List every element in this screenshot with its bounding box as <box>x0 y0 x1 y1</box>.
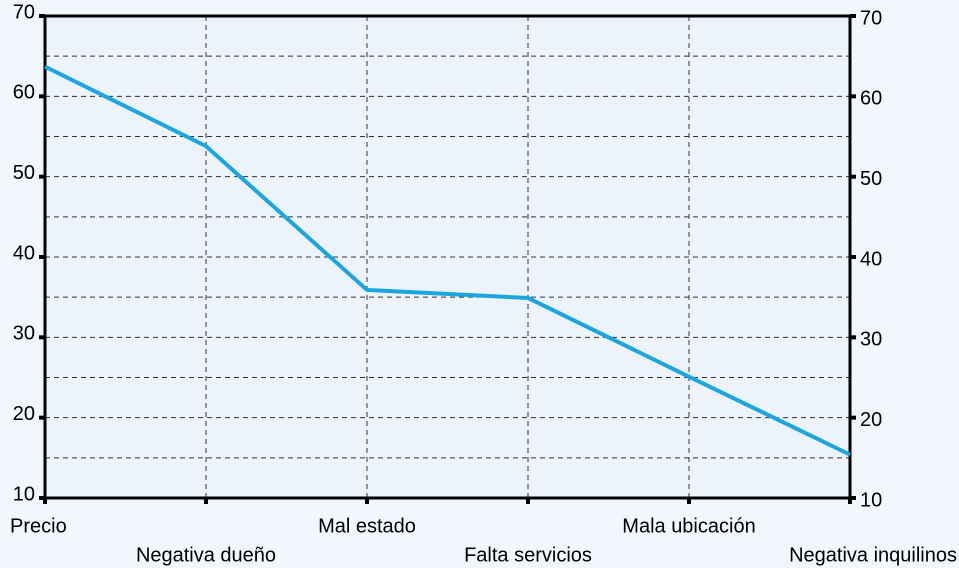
x-tick-label: Negativa inquilinos <box>789 544 957 566</box>
y2-tick-label: 30 <box>860 329 882 351</box>
y2-tick-label: 20 <box>860 409 882 431</box>
y-tick-label: 20 <box>13 403 35 425</box>
x-tick-label: Precio <box>10 515 67 537</box>
y-tick-label: 10 <box>13 483 35 505</box>
y2-tick-label: 50 <box>860 168 882 190</box>
y-tick-label: 70 <box>13 1 35 23</box>
y2-tick-label: 60 <box>860 88 882 110</box>
y-tick-label: 30 <box>13 323 35 345</box>
x-tick-label: Negativa dueño <box>136 544 276 566</box>
y2-tick-label: 70 <box>860 7 882 29</box>
y2-tick-label: 10 <box>860 489 882 511</box>
x-tick-label: Falta servicios <box>464 544 592 566</box>
y2-tick-label: 40 <box>860 248 882 270</box>
y-tick-label: 40 <box>13 242 35 264</box>
x-tick-label: Mala ubicación <box>622 515 755 537</box>
line-series <box>44 64 851 457</box>
x-tick-label: Mal estado <box>318 515 416 537</box>
y-tick-label: 50 <box>13 162 35 184</box>
y-tick-label: 60 <box>13 82 35 104</box>
